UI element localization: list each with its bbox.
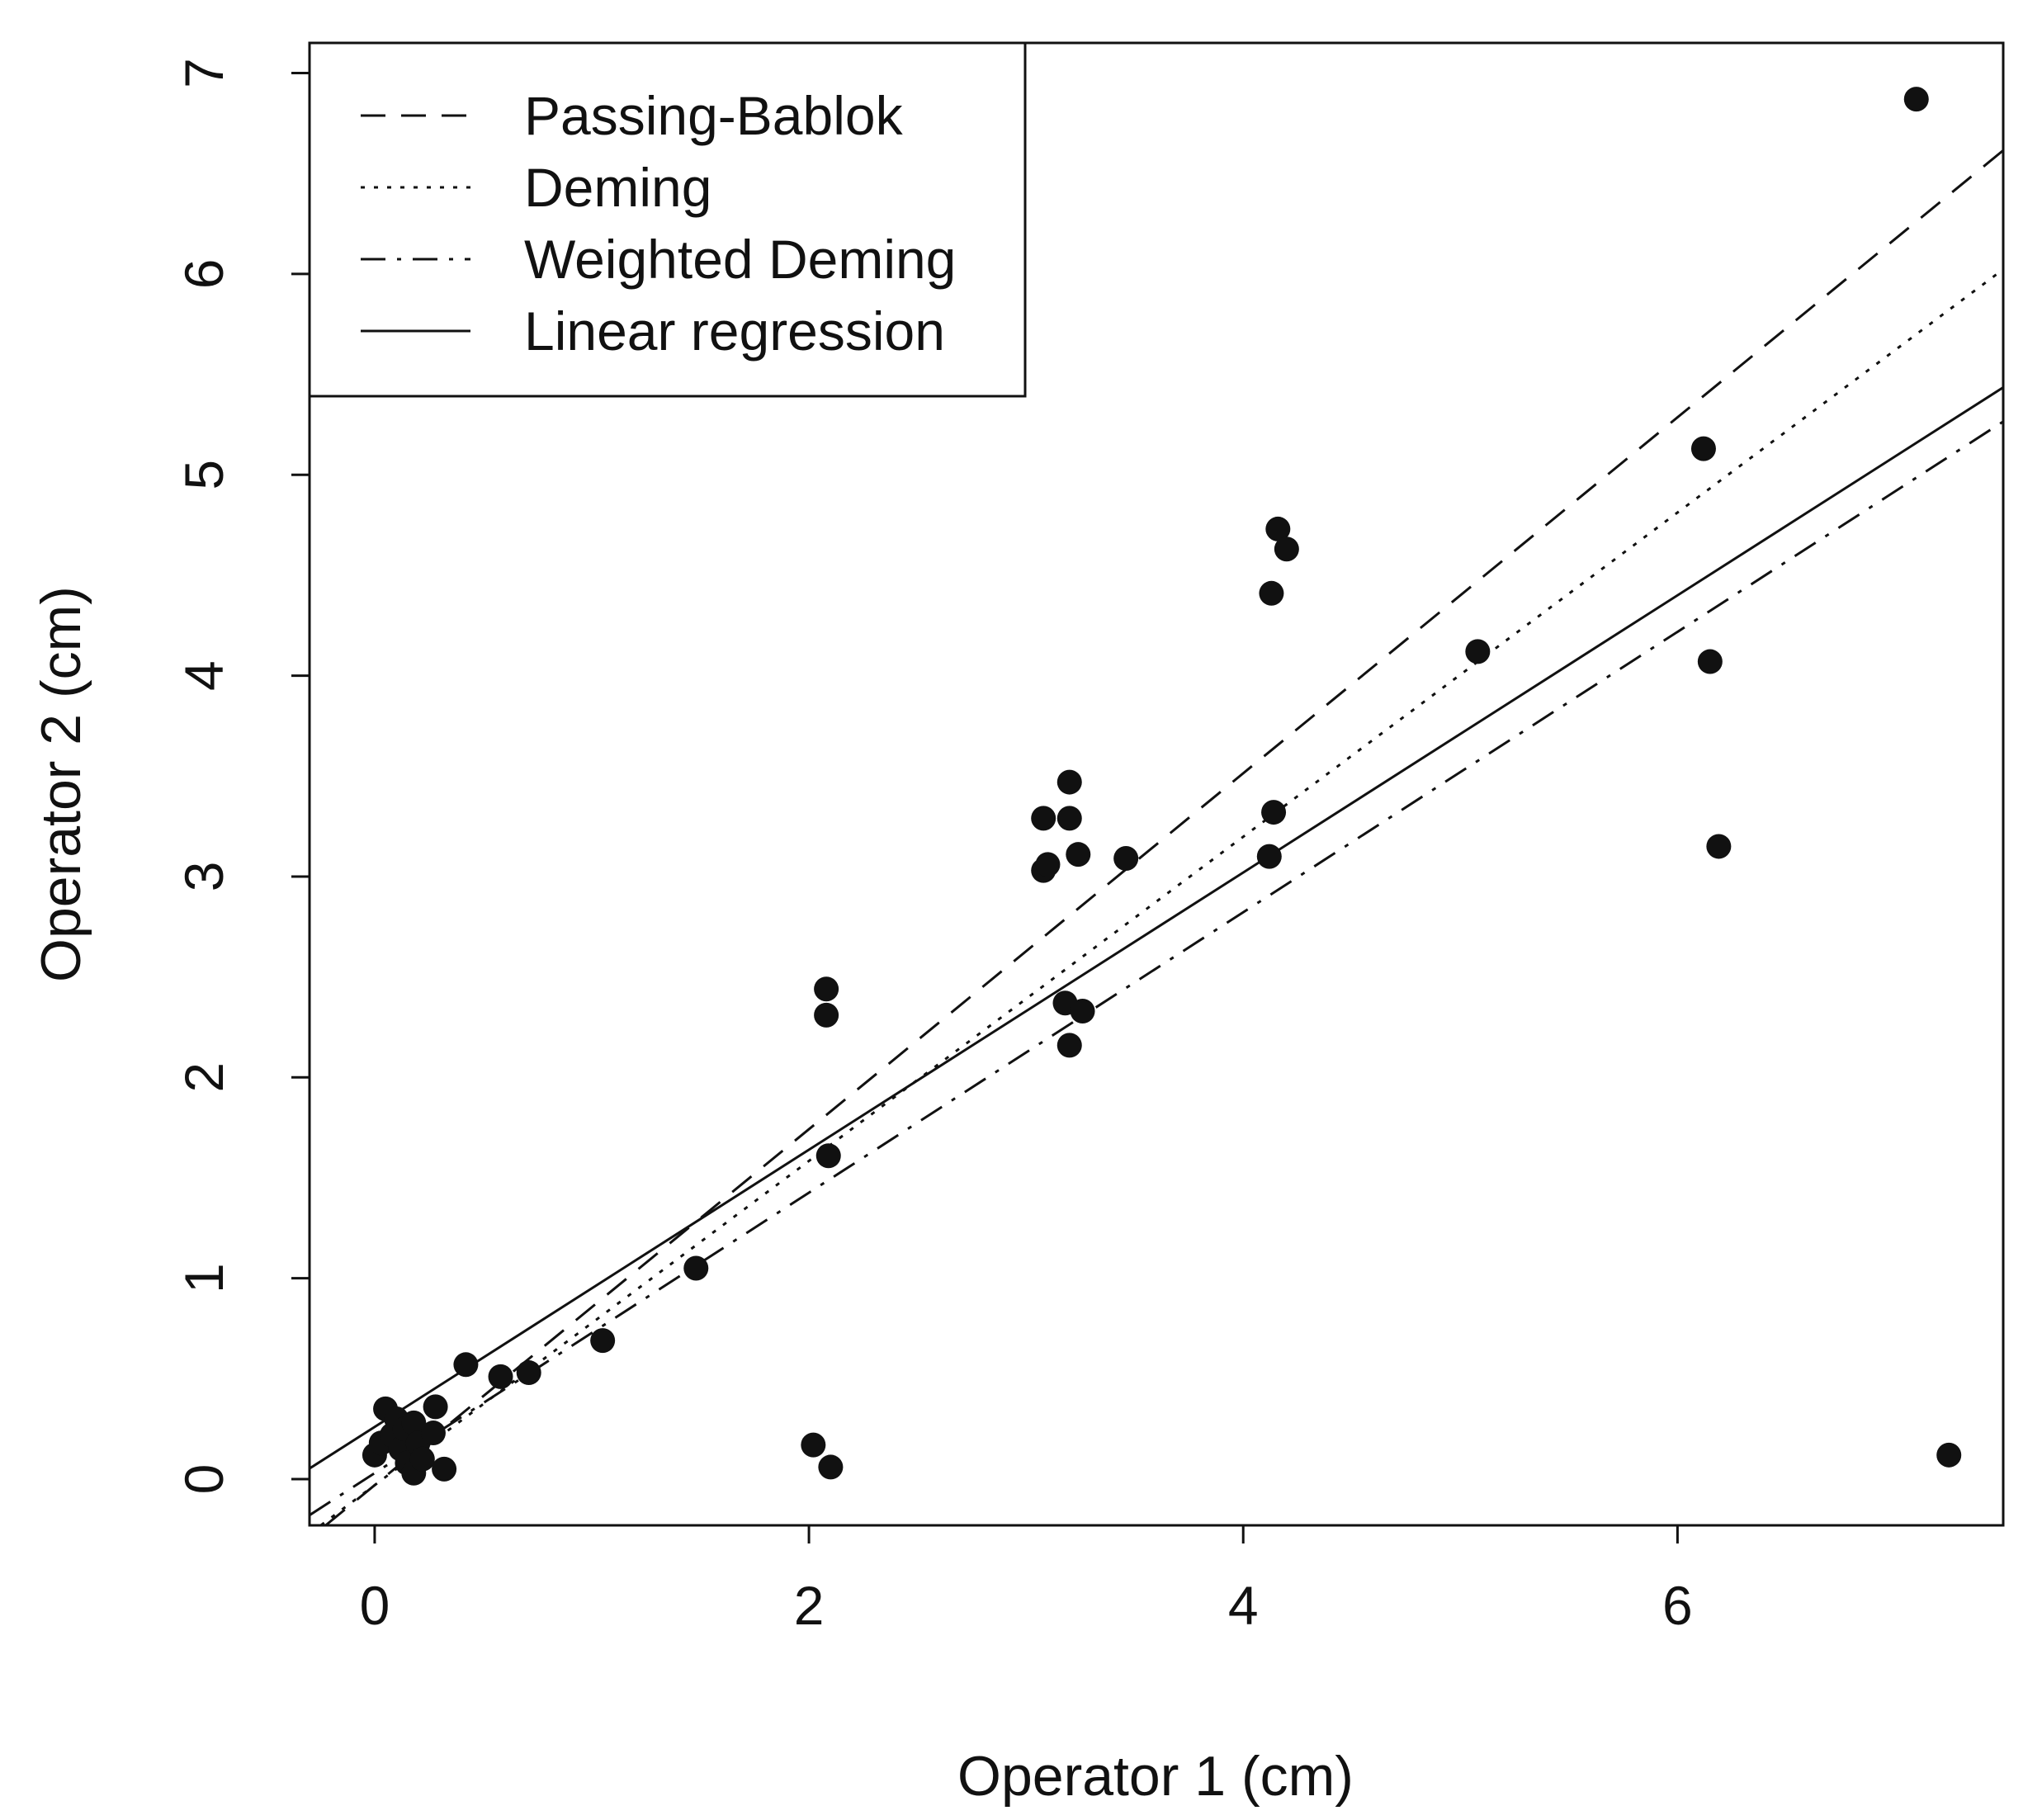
y-tick-label: 3 [173,862,234,892]
y-tick-label: 5 [173,460,234,490]
data-point [801,1432,826,1458]
data-point [516,1360,541,1386]
data-point [423,1394,448,1420]
y-tick-label: 1 [173,1263,234,1293]
data-point [1903,87,1929,112]
data-point [1035,852,1061,877]
data-points [362,87,1962,1486]
data-point [1465,639,1491,664]
data-point [432,1456,457,1482]
data-point [815,1143,841,1169]
x-tick-label: 4 [1228,1575,1259,1636]
x-tick-label: 2 [794,1575,825,1636]
data-point [488,1364,513,1389]
data-point [818,1454,844,1480]
line-linear-regression [309,386,2004,1470]
data-point [1265,516,1291,541]
data-point [1056,806,1082,831]
data-point [1690,436,1716,461]
legend-box [308,41,1027,398]
data-point [1113,846,1139,872]
data-point [1056,769,1082,795]
x-tick-label: 6 [1662,1575,1693,1636]
data-point [814,976,839,1002]
y-tick-label: 7 [173,58,234,88]
legend-label: Deming [524,157,711,218]
line-weighted-deming [309,420,2004,1516]
x-axis-title: Operator 1 (cm) [957,1745,1354,1808]
data-point [1070,998,1095,1023]
data-point [1056,1033,1082,1058]
y-axis: 0 1 2 3 4 5 6 7 [173,58,310,1494]
data-point [1031,806,1056,831]
line-deming [319,268,2004,1527]
data-point [453,1352,479,1378]
regression-lines [309,149,2004,1527]
data-point [1274,537,1299,562]
plot-frame [308,41,2005,1527]
data-point [1261,800,1287,825]
legend-label: Linear regression [524,300,945,362]
data-point [1256,844,1282,869]
data-point [814,1002,839,1028]
x-axis: 0 2 4 6 [360,1525,1693,1636]
y-axis-title: Operator 2 (cm) [30,586,92,982]
y-tick-label: 0 [173,1464,234,1495]
y-tick-label: 4 [173,660,234,691]
x-tick-label: 0 [360,1575,390,1636]
data-point [401,1410,427,1435]
legend-label: Passing-Bablok [524,85,904,146]
data-point [409,1446,435,1472]
data-point [1259,580,1284,606]
data-point [420,1421,446,1446]
y-tick-label: 6 [173,259,234,290]
data-point [1066,842,1091,867]
data-point [683,1255,709,1281]
legend-label: Weighted Deming [524,229,956,290]
data-point [1706,834,1732,859]
legend: Passing-Bablok Deming Weighted Deming Linea… [308,41,1027,398]
data-point [1697,649,1723,674]
data-point [1936,1442,1962,1468]
y-tick-label: 2 [173,1062,234,1093]
data-point [590,1328,616,1354]
